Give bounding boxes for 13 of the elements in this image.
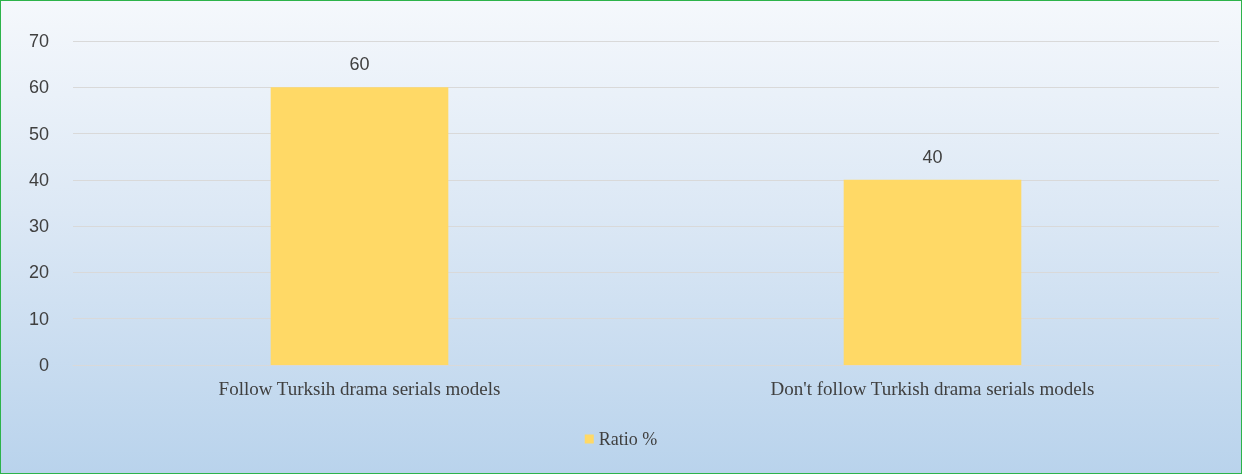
legend-label: Ratio % xyxy=(598,429,658,449)
y-tick-label: 0 xyxy=(38,355,49,375)
y-tick-label: 40 xyxy=(28,169,49,190)
y-tick-label: 70 xyxy=(28,31,49,51)
data-label: 60 xyxy=(349,54,370,75)
x-tick-label: Don't follow Turkish drama serials models xyxy=(770,378,1095,399)
x-tick-label: Follow Turksih drama serials models xyxy=(218,378,501,399)
y-tick-label: 10 xyxy=(28,308,49,329)
y-tick-label: 30 xyxy=(28,216,49,237)
y-tick-label: 60 xyxy=(28,77,49,98)
y-tick-label: 50 xyxy=(28,123,49,144)
data-label: 40 xyxy=(922,146,943,167)
y-tick-label: 20 xyxy=(28,262,49,283)
